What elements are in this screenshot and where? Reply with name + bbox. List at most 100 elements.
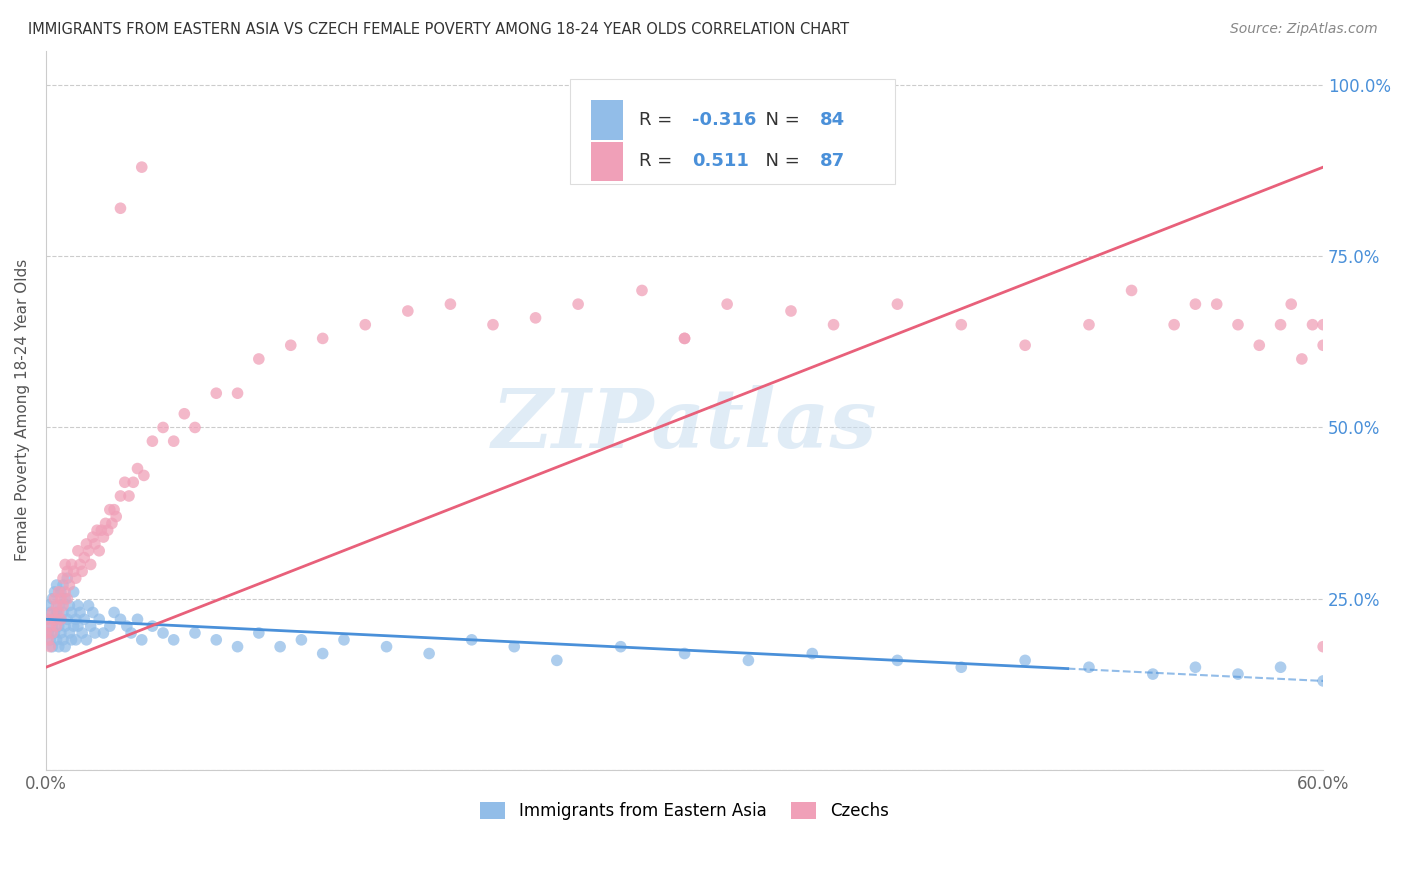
Point — [49, 612, 72, 626]
Point — [45, 632, 67, 647]
Point — [1270, 660, 1292, 674]
Text: -0.316: -0.316 — [692, 111, 756, 128]
Point — [354, 318, 377, 332]
Point — [163, 632, 186, 647]
Point — [1227, 667, 1250, 681]
Point — [673, 647, 696, 661]
Point — [70, 626, 93, 640]
Point — [226, 386, 249, 401]
Text: ZIPatlas: ZIPatlas — [492, 384, 877, 465]
Point — [52, 632, 75, 647]
Point — [60, 558, 83, 572]
Point — [375, 640, 398, 654]
Point — [163, 434, 186, 449]
Point — [37, 632, 59, 647]
Y-axis label: Female Poverty Among 18-24 Year Olds: Female Poverty Among 18-24 Year Olds — [15, 260, 30, 561]
Point — [114, 475, 136, 490]
Point — [65, 632, 87, 647]
Point — [79, 558, 101, 572]
Text: 84: 84 — [820, 111, 845, 128]
Point — [60, 632, 83, 647]
Point — [44, 591, 66, 606]
Point — [418, 647, 440, 661]
Point — [1249, 338, 1271, 352]
Text: N =: N = — [754, 111, 806, 128]
Point — [1184, 297, 1206, 311]
Point — [73, 550, 96, 565]
Point — [79, 619, 101, 633]
Point — [110, 612, 132, 626]
Point — [1301, 318, 1323, 332]
Point — [1184, 660, 1206, 674]
Point — [247, 351, 270, 366]
Point — [48, 585, 70, 599]
Text: 0.511: 0.511 — [692, 153, 749, 170]
Point — [1121, 284, 1143, 298]
Point — [716, 297, 738, 311]
Point — [52, 571, 75, 585]
Point — [141, 434, 163, 449]
Point — [1312, 640, 1334, 654]
Point — [1227, 318, 1250, 332]
Point — [673, 331, 696, 345]
Point — [131, 632, 153, 647]
Point — [1014, 338, 1036, 352]
Point — [567, 297, 589, 311]
Point — [1312, 318, 1334, 332]
Point — [48, 599, 70, 613]
Point — [53, 591, 76, 606]
Point — [94, 516, 117, 531]
Point — [152, 420, 174, 434]
Point — [58, 626, 80, 640]
Point — [460, 632, 482, 647]
Point — [41, 626, 63, 640]
Point — [39, 632, 62, 647]
Text: IMMIGRANTS FROM EASTERN ASIA VS CZECH FEMALE POVERTY AMONG 18-24 YEAR OLDS CORRE: IMMIGRANTS FROM EASTERN ASIA VS CZECH FE… — [28, 22, 849, 37]
Point — [103, 606, 125, 620]
Point — [62, 565, 84, 579]
Point — [1163, 318, 1185, 332]
Point — [48, 606, 70, 620]
Point — [56, 612, 79, 626]
Text: R =: R = — [638, 153, 683, 170]
Point — [97, 523, 120, 537]
Point — [101, 516, 124, 531]
Point — [609, 640, 631, 654]
Point — [48, 640, 70, 654]
Point — [110, 489, 132, 503]
Point — [53, 558, 76, 572]
Point — [77, 599, 100, 613]
Point — [35, 612, 58, 626]
Point — [89, 543, 111, 558]
Point — [86, 523, 108, 537]
Point — [69, 606, 91, 620]
Point — [89, 612, 111, 626]
Point — [37, 612, 59, 626]
Point — [1078, 660, 1101, 674]
Point — [82, 606, 104, 620]
FancyBboxPatch shape — [592, 100, 623, 140]
Point — [226, 640, 249, 654]
Point — [52, 606, 75, 620]
Point — [312, 647, 335, 661]
Point — [118, 489, 141, 503]
Point — [93, 626, 115, 640]
Point — [801, 647, 824, 661]
Point — [39, 640, 62, 654]
Point — [41, 606, 63, 620]
Point — [60, 606, 83, 620]
Point — [62, 619, 84, 633]
Text: Source: ZipAtlas.com: Source: ZipAtlas.com — [1230, 22, 1378, 37]
Point — [73, 612, 96, 626]
Point — [110, 201, 132, 215]
Point — [1291, 351, 1313, 366]
Point — [45, 578, 67, 592]
Point — [950, 660, 973, 674]
Point — [98, 502, 121, 516]
Point — [152, 626, 174, 640]
Point — [82, 530, 104, 544]
Point — [66, 543, 89, 558]
Point — [49, 612, 72, 626]
Point — [132, 468, 155, 483]
Point — [631, 284, 654, 298]
